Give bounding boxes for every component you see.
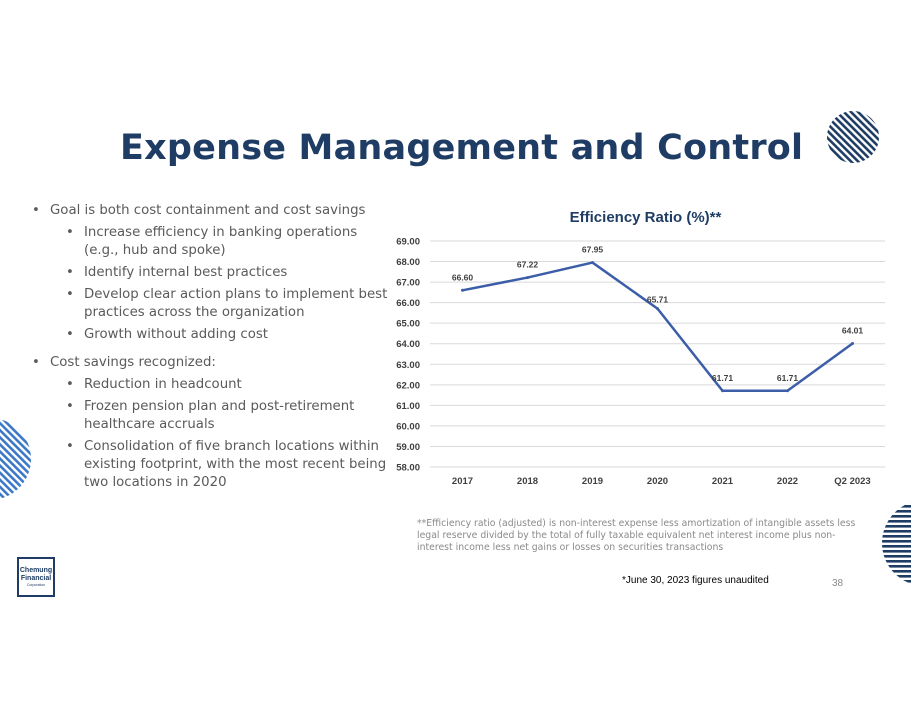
logo-line-1: Chemung	[19, 566, 53, 574]
decorative-circle-right	[882, 500, 911, 586]
x-tick-label: 2020	[647, 476, 668, 487]
x-tick-label: 2021	[712, 476, 734, 487]
x-tick-label: 2019	[582, 476, 603, 487]
company-logo: Chemung Financial Corporation	[17, 557, 55, 597]
y-tick-label: 67.00	[396, 278, 420, 289]
data-point	[526, 276, 529, 280]
y-tick-label: 63.00	[396, 360, 420, 371]
data-point	[786, 389, 789, 393]
data-point	[461, 288, 464, 292]
data-label: 67.95	[582, 245, 604, 255]
y-tick-label: 59.00	[396, 442, 420, 453]
logo-line-3: Corporation	[26, 582, 46, 587]
data-point	[656, 307, 659, 311]
y-tick-label: 62.00	[396, 380, 420, 391]
decorative-circle-top-right	[827, 111, 879, 163]
bullet-goal-item: Increase efficiency in banking operation…	[30, 224, 390, 260]
data-point	[721, 389, 724, 393]
data-label: 65.71	[647, 295, 669, 305]
y-tick-label: 64.00	[396, 339, 420, 350]
bullet-goal-item: Identify internal best practices	[30, 264, 390, 282]
bullet-goal-item: Develop clear action plans to implement …	[30, 286, 390, 322]
y-tick-label: 68.00	[396, 257, 420, 268]
y-tick-label: 65.00	[396, 319, 420, 330]
data-label: 61.71	[777, 373, 799, 383]
bullet-savings: Cost savings recognized:	[30, 354, 390, 372]
data-label: 64.01	[842, 326, 864, 336]
page-title: Expense Management and Control	[120, 128, 804, 168]
bullet-list: Goal is both cost containment and cost s…	[30, 202, 390, 496]
x-tick-label: 2018	[517, 476, 538, 487]
page-number: 38	[832, 578, 844, 589]
logo-line-2: Financial	[20, 574, 52, 582]
bullet-goal: Goal is both cost containment and cost s…	[30, 202, 390, 220]
y-tick-label: 60.00	[396, 421, 420, 432]
bullet-savings-item: Reduction in headcount	[30, 376, 390, 394]
chart-title: Efficiency Ratio (%)**	[570, 209, 722, 226]
data-label: 67.22	[517, 260, 539, 270]
data-point	[851, 342, 854, 346]
x-tick-label: 2017	[452, 476, 473, 487]
data-label: 61.71	[712, 373, 734, 383]
bullet-goal-item: Growth without adding cost	[30, 326, 390, 344]
efficiency-ratio-chart: Efficiency Ratio (%)** 58.00 59.00 60.00 61.…	[396, 209, 885, 487]
bullet-savings-item: Frozen pension plan and post-retirement …	[30, 398, 390, 434]
y-tick-label: 61.00	[396, 401, 420, 412]
x-tick-label: Q2 2023	[834, 476, 870, 487]
y-tick-label: 69.00	[396, 237, 420, 248]
unaudited-note: *June 30, 2023 figures unaudited	[622, 575, 769, 586]
x-tick-label: 2022	[777, 476, 798, 487]
bullet-savings-item: Consolidation of five branch locations w…	[30, 438, 390, 492]
footnote: **Efficiency ratio (adjusted) is non-int…	[417, 518, 856, 553]
y-tick-label: 58.00	[396, 463, 420, 474]
decorative-circle-left	[0, 418, 31, 500]
data-label: 66.60	[452, 272, 474, 282]
y-tick-label: 66.00	[396, 298, 420, 309]
data-point	[591, 261, 594, 265]
